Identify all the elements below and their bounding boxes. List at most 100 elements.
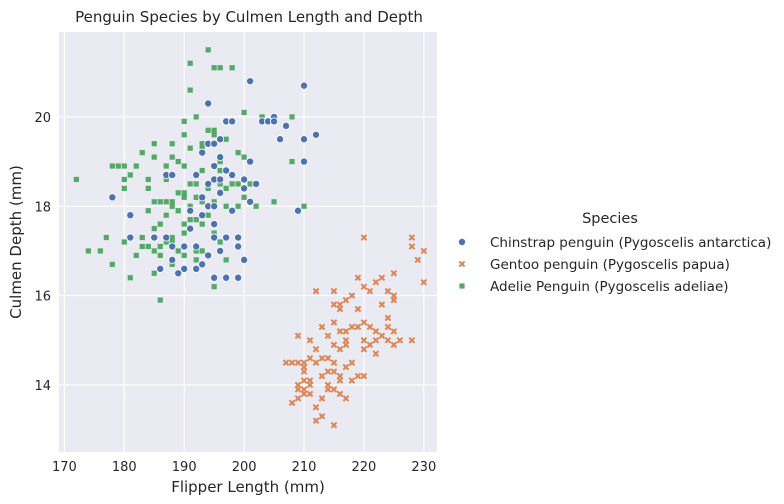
data-point-adelie: [235, 203, 241, 209]
data-point-adelie: [235, 181, 241, 187]
data-point-adelie: [223, 203, 229, 209]
data-point-chinstrap: [210, 162, 219, 171]
legend-label: Chinstrap penguin (Pygoscelis antarctica…: [490, 235, 771, 251]
data-point-chinstrap: [198, 260, 207, 269]
data-point-adelie: [157, 199, 163, 205]
legend: Species Chinstrap penguin (Pygoscelis an…: [457, 211, 771, 295]
data-point-gentoo: [342, 296, 350, 304]
data-point-adelie: [157, 221, 163, 227]
data-point-chinstrap: [252, 179, 261, 188]
data-point-gentoo: [360, 336, 368, 344]
data-point-chinstrap: [210, 220, 219, 229]
data-point-gentoo: [354, 323, 362, 331]
data-point-gentoo: [336, 305, 344, 313]
data-point-chinstrap: [204, 251, 213, 260]
data-point-adelie: [181, 190, 187, 196]
data-point-gentoo: [288, 359, 296, 366]
data-point-chinstrap: [204, 179, 213, 188]
data-point-adelie: [187, 60, 193, 66]
data-point-gentoo: [378, 274, 386, 282]
legend-label: Adelie Penguin (Pygoscelis adeliae): [490, 279, 729, 295]
data-point-chinstrap: [108, 193, 117, 202]
data-point-gentoo: [306, 390, 314, 398]
data-point-chinstrap: [168, 255, 177, 264]
data-point-adelie: [169, 239, 175, 245]
data-point-chinstrap: [210, 202, 219, 211]
data-point-adelie: [181, 221, 187, 227]
data-point-gentoo: [384, 336, 392, 344]
data-point-gentoo: [366, 323, 374, 331]
chart-title: Penguin Species by Culmen Length and Dep…: [75, 8, 423, 26]
data-point-gentoo: [360, 234, 368, 241]
data-point-gentoo: [372, 278, 380, 286]
data-point-chinstrap: [156, 264, 165, 273]
data-point-adelie: [205, 47, 211, 53]
data-point-chinstrap: [168, 242, 177, 251]
data-point-chinstrap: [204, 99, 213, 108]
data-point-adelie: [211, 230, 217, 236]
data-point-adelie: [127, 172, 133, 178]
data-point-gentoo: [336, 345, 344, 353]
data-point-adelie: [169, 141, 175, 147]
data-point-chinstrap: [168, 170, 177, 179]
data-point-adelie: [169, 203, 175, 209]
data-point-gentoo: [294, 332, 302, 340]
data-point-adelie: [181, 230, 187, 236]
data-point-gentoo: [294, 395, 302, 402]
data-point-gentoo: [330, 421, 338, 429]
data-point-adelie: [193, 248, 199, 254]
data-point-chinstrap: [216, 135, 225, 144]
data-point-chinstrap: [234, 242, 243, 251]
data-point-adelie: [175, 158, 181, 165]
data-point-chinstrap: [210, 139, 219, 148]
data-point-gentoo: [354, 372, 362, 380]
data-point-gentoo: [360, 283, 368, 290]
data-point-adelie: [187, 181, 193, 187]
x-tick-label: 190: [172, 460, 197, 475]
data-point-gentoo: [372, 350, 380, 358]
data-point-gentoo: [360, 319, 368, 326]
data-point-gentoo: [300, 377, 308, 384]
data-point-adelie: [169, 261, 175, 267]
data-point-chinstrap: [180, 264, 189, 273]
plot-area: [59, 32, 437, 452]
data-point-adelie: [211, 284, 217, 290]
data-point-adelie: [181, 252, 187, 259]
data-point-chinstrap: [150, 233, 159, 242]
data-point-adelie: [157, 243, 163, 250]
data-point-chinstrap: [240, 255, 249, 264]
x-tick-label: 210: [292, 460, 317, 475]
data-point-chinstrap: [294, 206, 303, 215]
data-point-gentoo: [354, 274, 362, 282]
y-axis-title: Culmen Depth (mm): [7, 165, 25, 319]
data-point-adelie: [211, 199, 217, 205]
x-tick-label: 230: [411, 460, 436, 475]
data-point-chinstrap: [210, 273, 219, 282]
data-point-adelie: [157, 297, 163, 303]
data-point-adelie: [241, 194, 247, 200]
data-point-adelie: [211, 132, 217, 138]
data-point-gentoo: [396, 336, 404, 344]
data-point-adelie: [187, 87, 193, 93]
data-point-gentoo: [384, 287, 392, 295]
axis-ticks: 170 180 190 200 210 220 230 14 16 18 20: [34, 111, 436, 475]
data-point-chinstrap: [192, 242, 201, 251]
data-point-chinstrap: [234, 233, 243, 242]
data-point-gentoo: [420, 278, 428, 286]
data-point-adelie: [163, 239, 169, 245]
data-point-gentoo: [348, 377, 356, 384]
data-point-chinstrap: [270, 117, 279, 126]
data-point-gentoo: [390, 328, 398, 335]
data-point-adelie: [139, 243, 145, 250]
data-point-gentoo: [330, 301, 338, 308]
data-point-chinstrap: [222, 273, 231, 282]
data-point-adelie: [109, 163, 115, 169]
data-point-adelie: [175, 208, 181, 214]
data-point-adelie: [199, 221, 205, 227]
data-point-adelie: [133, 252, 139, 259]
data-point-adelie: [205, 127, 211, 133]
data-point-chinstrap: [300, 135, 309, 144]
data-point-adelie: [199, 141, 205, 147]
data-point-gentoo: [318, 323, 326, 331]
data-point-gentoo: [306, 336, 314, 344]
